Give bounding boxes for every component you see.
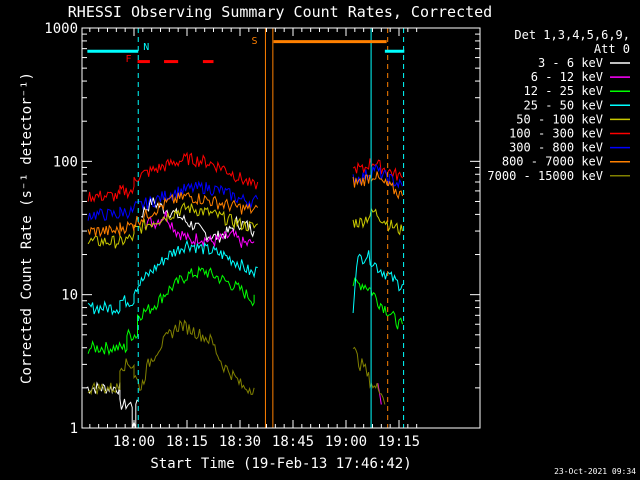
x-axis-label: Start Time (19-Feb-13 17:46:42) [150,456,411,472]
series-line-4-seg-1 [352,207,403,236]
legend-label-6: 300 - 800 keV [509,141,603,155]
y-tick-label-2: 100 [53,154,78,170]
legend-header-line-2: Att 0 [594,42,630,56]
flag-label-n: N [143,42,149,53]
axis-layer: 18:00 18:15 18:30 18:45 19:00 19:15 1 10 100 1000 [44,21,480,450]
series-line-0-seg-0 [86,381,139,428]
series-line-5-seg-1 [352,158,403,181]
x-tick-label-5: 19:15 [378,434,420,450]
series-line-4-seg-0 [87,202,258,249]
chart-title: RHESSI Observing Summary Count Rates, Co… [68,3,492,21]
flag-label-f: F [126,54,132,65]
legend-label-3: 25 - 50 keV [524,98,603,112]
legend-label-2: 12 - 25 keV [524,84,603,98]
flag-label-s: S [251,36,257,47]
series-line-3-seg-1 [352,250,403,314]
plot-frame [81,27,481,429]
y-axis-label: Corrected Count Rate (s⁻¹ detector⁻¹) [19,72,35,384]
series-line-7-seg-1 [352,171,403,200]
series-line-8-seg-0 [87,319,255,396]
series-line-6-seg-0 [87,180,259,221]
timestamp: 23-Oct-2021 09:34 [554,467,636,476]
series-line-2-seg-1 [352,277,403,330]
y-tick-label-1: 10 [61,288,78,304]
legend-label-8: 7000 - 15000 keV [487,169,603,183]
series-line-7-seg-0 [87,192,259,238]
x-tick-label-1: 18:15 [166,434,208,450]
series-line-5-seg-0 [87,151,259,203]
legend-label-5: 100 - 300 keV [509,127,603,141]
series-line-3-seg-0 [87,239,258,316]
series-line-8-seg-1 [352,346,386,405]
x-tick-label-4: 19:00 [325,434,367,450]
x-tick-label-3: 18:45 [272,434,314,450]
legend-header-line-1: Det 1,3,4,5,6,9, [514,28,630,42]
data-layer [86,151,403,428]
series-line-2-seg-0 [87,265,255,356]
x-tick-label-2: 18:30 [219,434,261,450]
y-tick-label-3: 1000 [44,21,78,37]
y-tick-label-0: 1 [70,421,78,437]
marker-layer: NF S [87,28,405,428]
series-line-1-seg-0 [144,210,255,248]
legend-label-0: 3 - 6 keV [538,56,603,70]
legend-label-4: 50 - 100 keV [516,112,603,126]
legend-label-7: 800 - 7000 keV [502,155,603,169]
x-tick-label-0: 18:00 [113,434,155,450]
legend-label-1: 6 - 12 keV [531,70,603,84]
